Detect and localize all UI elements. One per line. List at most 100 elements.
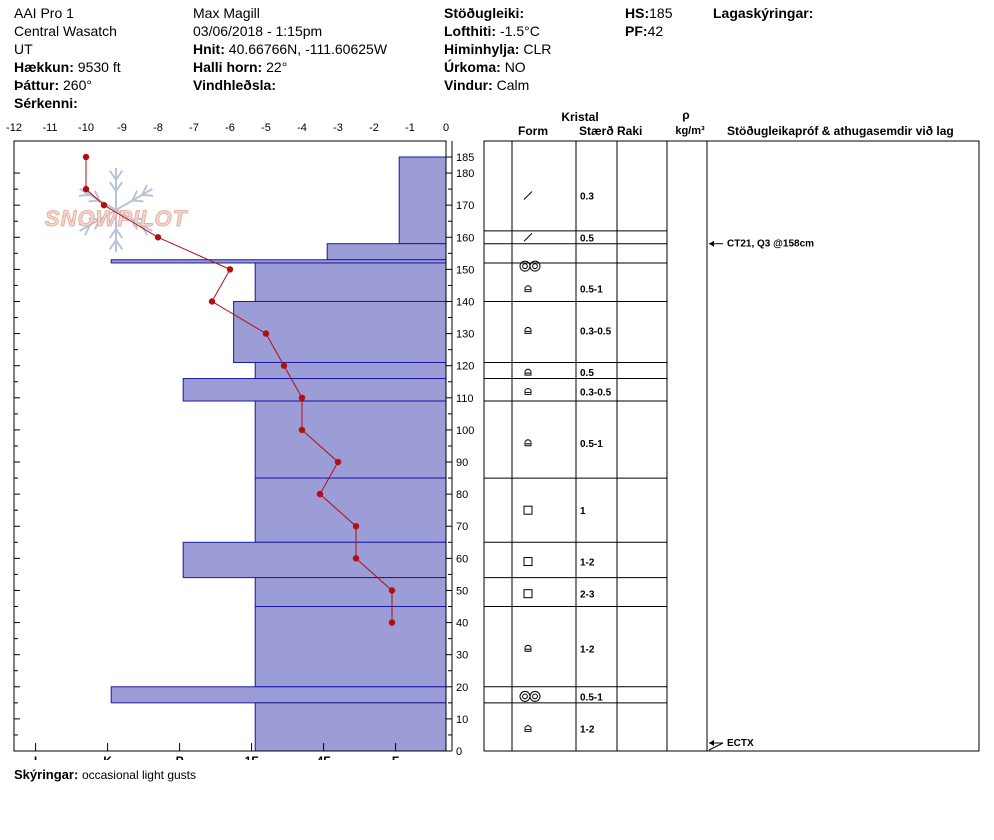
size-header: Stærð: [579, 124, 614, 138]
form-square-icon: [523, 557, 533, 567]
snowflake-branch: [131, 190, 139, 201]
form-header: Form: [518, 124, 548, 138]
snowflake-arm: [115, 209, 153, 232]
temp-tick-label: -5: [261, 122, 271, 134]
temp-tick-label: -8: [153, 122, 163, 134]
air-temp-row: Lofthiti: -1.5°C: [444, 23, 540, 39]
hardness-bar: [254, 702, 447, 752]
temp-tick-label: -9: [117, 122, 127, 134]
temperature-point: [316, 490, 324, 498]
density-header: kg/m³: [675, 125, 705, 137]
depth-tick-label: 80: [456, 489, 468, 501]
snowflake-branch: [142, 193, 154, 197]
form-double-circle-inner: [532, 693, 538, 700]
depth-tick-label: 0: [456, 746, 462, 758]
snowflake-icon: [78, 168, 154, 252]
watermark-text: SNOWPILOT: [45, 206, 188, 231]
form-square-icon: [523, 589, 533, 599]
depth-tick-label: 30: [456, 650, 468, 662]
depth-tick-label: 170: [456, 200, 474, 212]
hardness-bar: [254, 262, 447, 302]
snowflake-arm: [79, 209, 117, 232]
form-cup-icon: [524, 725, 532, 732]
temperature-point: [388, 587, 396, 594]
header-layer-notes: Lagaskýringar:: [713, 4, 813, 22]
temp-tick-label: -4: [297, 122, 307, 134]
snowflake-branch: [115, 181, 124, 192]
snowflake-branch: [131, 219, 139, 230]
crystal-size: 0.5-1: [580, 439, 603, 450]
hs-row: HS:185: [625, 5, 673, 21]
temperature-point: [82, 153, 90, 161]
coords-row: Hnit: 40.66766N, -111.60625W: [193, 41, 388, 57]
test-label: CT21, Q3 @158cm: [727, 239, 814, 250]
snowflake-branch: [141, 184, 148, 196]
depth-tick-label: 120: [456, 361, 474, 373]
crystal-size: 0.3: [580, 192, 594, 203]
hardness-tick-label: K: [103, 754, 112, 760]
snow-profile-chart: SNOWPILOT -12 -11 -10 -9 -8 -7 -6 -5 -4 -3 -2 -1 0 0…: [6, 108, 980, 760]
observer-name: Max Magill: [193, 5, 260, 21]
pf-row: PF:42: [625, 23, 664, 39]
sky-row: Himinhylja: CLR: [444, 41, 552, 57]
depth-tick-label: 10: [456, 714, 468, 726]
temp-tick-label: -10: [78, 122, 94, 134]
form-cup-icon: [524, 285, 532, 293]
test-arrow-diag: [708, 742, 724, 751]
snowflake-branch: [108, 239, 117, 250]
hardness-tick-label: F: [392, 754, 399, 760]
crystal-size: 0.5-1: [580, 692, 603, 703]
pit-name: AAI Pro 1: [14, 5, 74, 21]
hardness-bar: [254, 577, 447, 608]
crystal-size: 0.5: [580, 368, 594, 379]
depth-tick-label: 140: [456, 296, 474, 308]
temperature-point: [226, 266, 234, 273]
snowflake-branch: [78, 223, 90, 227]
depth-tick-label: 180: [456, 168, 474, 180]
hardness-bar: [254, 477, 447, 543]
depth-axis: 0 10 20 30 40 50 60 70 80 90 100 110 120 130 140 150 160…: [14, 141, 474, 758]
form-double-circle-inner: [532, 263, 538, 270]
form-slash-icon: [523, 191, 533, 200]
table-border: [483, 140, 980, 752]
comments-label: Skýringar:: [14, 767, 79, 782]
hardness-bar: [233, 300, 447, 363]
wind-loading-row: Vindhleðsla:: [193, 77, 276, 93]
crystal-size: 1-2: [580, 644, 595, 655]
snowflake-branch: [142, 223, 154, 227]
form-double-circle-inner: [522, 263, 528, 270]
temperature-point: [298, 394, 306, 402]
form-double-circle-inner: [522, 693, 528, 700]
snowflake-branch: [132, 217, 144, 221]
crystal-size: 0.3-0.5: [580, 387, 612, 398]
hardness-tick-label: 4F: [317, 754, 331, 760]
snowflake-branch: [108, 228, 117, 239]
temperature-point: [208, 298, 216, 305]
form-double-circle-icon: [519, 690, 531, 702]
form-cup-icon: [524, 387, 532, 395]
elevation-row: Hækkun: 9530 ft: [14, 59, 121, 75]
wind-row: Vindur: Calm: [444, 77, 530, 93]
snowflake-branch: [115, 228, 124, 239]
temp-tick-label: -7: [189, 122, 199, 134]
temp-tick-label: 0: [443, 122, 449, 134]
form-double-circle-icon: [529, 690, 541, 702]
hardness-axis: I K P 1F 4F F: [34, 743, 399, 760]
hardness-bar: [254, 400, 447, 479]
hardness-bar: [398, 156, 447, 245]
depth-tick-label: 160: [456, 232, 474, 244]
temp-tick-label: -11: [42, 122, 57, 134]
hardness-bar: [110, 686, 447, 704]
snowflake-arm: [115, 188, 153, 211]
depth-tick-label: 90: [456, 457, 468, 469]
snowflake-branch: [84, 224, 91, 236]
tests-header: Stöðugleikapróf & athugasemdir við lag: [727, 124, 954, 138]
temperature-point: [154, 234, 162, 241]
crystal-size: 2-3: [580, 590, 595, 601]
crystal-header: Kristal: [561, 110, 598, 124]
depth-tick-label: 100: [456, 425, 474, 437]
comments-value: occasional light gusts: [81, 768, 197, 782]
temperature-point: [388, 619, 396, 626]
depth-tick-label: 110: [456, 393, 474, 405]
snowflake-branch: [108, 170, 117, 181]
